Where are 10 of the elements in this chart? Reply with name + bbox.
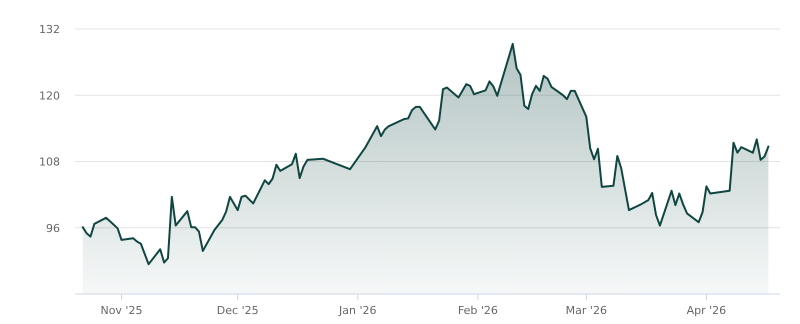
y-tick-label: 108 (39, 156, 60, 168)
x-tick-label: Mar '26 (566, 304, 607, 317)
x-tick-label: Dec '25 (216, 304, 259, 317)
x-tick-label: Feb '26 (458, 304, 498, 317)
x-tick-label: Apr '26 (686, 304, 726, 317)
y-tick-label: 120 (39, 89, 60, 102)
x-tick-label: Nov '25 (100, 304, 142, 317)
y-tick-label: 96 (46, 222, 60, 235)
x-tick-label: Jan '26 (338, 304, 377, 317)
y-tick-label: 132 (39, 23, 60, 36)
